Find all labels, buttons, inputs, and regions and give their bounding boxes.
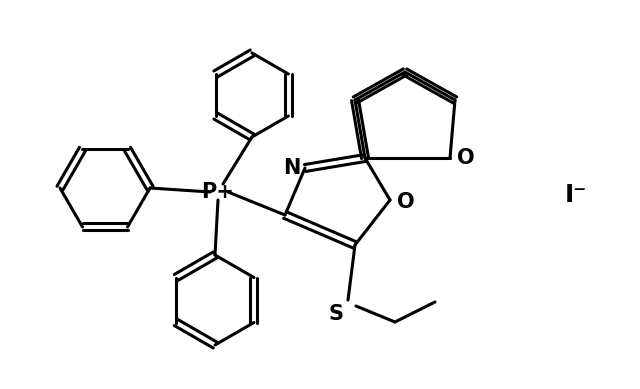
Text: P+: P+ — [202, 182, 234, 202]
Text: N: N — [284, 158, 301, 178]
Text: O: O — [397, 192, 415, 212]
Text: I⁻: I⁻ — [565, 183, 587, 207]
Text: O: O — [457, 148, 475, 168]
Text: S: S — [328, 304, 344, 324]
